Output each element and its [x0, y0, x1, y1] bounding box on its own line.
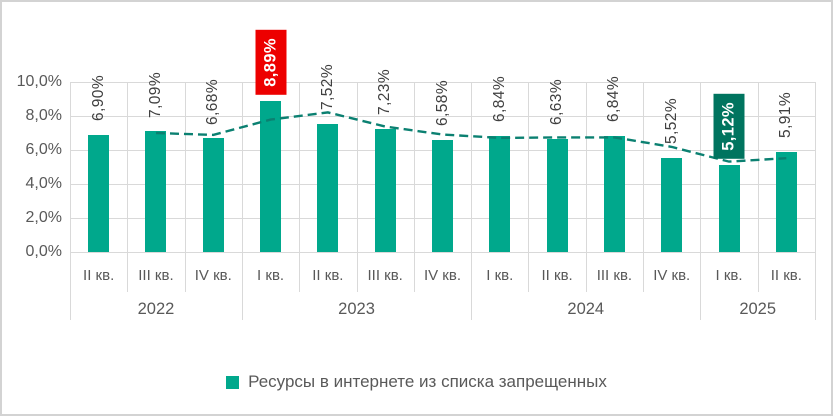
axis-tick — [413, 252, 415, 292]
axis-tick — [815, 252, 816, 320]
x-axis-quarter-label: III кв. — [138, 267, 174, 284]
x-axis-quarter-label: I кв. — [257, 267, 285, 284]
v-gridline — [585, 82, 587, 252]
bar — [145, 131, 167, 252]
x-axis-quarter-label: IV кв. — [653, 267, 691, 284]
bar — [603, 135, 625, 252]
axis-tick — [585, 252, 587, 292]
axis-tick — [299, 252, 301, 292]
y-axis-label: 4,0% — [25, 175, 62, 192]
bar-value-label: 5,52% — [662, 98, 680, 145]
x-axis-quarter-label: IV кв. — [194, 267, 232, 284]
v-gridline — [70, 82, 71, 252]
bar — [260, 100, 282, 252]
y-axis-label: 8,0% — [25, 107, 62, 124]
axis-tick — [757, 252, 759, 292]
x-axis-year-label: 2022 — [137, 300, 175, 318]
bar — [374, 129, 396, 252]
v-gridline — [356, 82, 358, 252]
h-gridline — [70, 82, 815, 83]
x-axis-year-label: 2023 — [338, 300, 375, 318]
axis-tick — [127, 252, 129, 292]
axis-tick — [700, 252, 702, 320]
v-gridline — [127, 82, 129, 252]
v-gridline — [299, 82, 301, 252]
x-axis-year-label: 2024 — [567, 300, 605, 318]
bar-value-label: 8,89% — [255, 30, 287, 95]
x-axis-quarter-label: III кв. — [367, 267, 403, 284]
x-axis-year-label: 2025 — [739, 300, 777, 318]
legend: Ресурсы в интернете из списка запрещенны… — [2, 372, 831, 392]
axis-tick — [356, 252, 358, 292]
v-gridline — [471, 82, 473, 252]
bar-value-label: 6,90% — [89, 74, 107, 121]
bar-value-label: 6,68% — [204, 78, 222, 125]
axis-tick — [643, 252, 645, 292]
v-gridline — [815, 82, 816, 252]
y-axis-label: 6,0% — [25, 141, 62, 158]
axis-tick — [184, 252, 186, 292]
bar — [317, 124, 339, 252]
v-gridline — [700, 82, 702, 252]
x-axis-quarter-label: III кв. — [596, 267, 633, 284]
bar — [775, 151, 797, 252]
bar-value-label: 7,23% — [376, 69, 394, 116]
h-gridline — [70, 252, 815, 253]
bar-value-label: 6,84% — [490, 75, 508, 122]
x-axis-quarter-label: I кв. — [486, 267, 514, 284]
y-axis-label: 2,0% — [25, 209, 62, 226]
y-axis-label: 0,0% — [25, 243, 62, 260]
x-axis-quarter-label: II кв. — [83, 267, 115, 284]
bar-value-label: 5,91% — [777, 91, 795, 138]
bar — [546, 139, 568, 252]
v-gridline — [241, 82, 243, 252]
axis-tick — [471, 252, 473, 320]
bar — [88, 134, 110, 252]
v-gridline — [184, 82, 186, 252]
bar — [718, 164, 740, 252]
bar-value-label: 5,12% — [713, 94, 745, 159]
axis-tick — [70, 252, 71, 320]
v-gridline — [643, 82, 645, 252]
x-axis-quarter-label: IV кв. — [423, 267, 462, 284]
v-gridline — [528, 82, 530, 252]
axis-tick — [528, 252, 530, 292]
x-axis-quarter-label: II кв. — [770, 267, 802, 284]
legend-label: Ресурсы в интернете из списка запрещенны… — [248, 372, 607, 391]
bar-value-label: 7,09% — [146, 71, 164, 118]
bar — [489, 135, 511, 252]
bar-value-label: 6,84% — [605, 75, 623, 122]
bar — [202, 138, 224, 252]
x-axis-quarter-label: I кв. — [715, 267, 743, 284]
legend-swatch — [226, 375, 240, 389]
axis-tick — [241, 252, 243, 320]
x-axis-quarter-label: II кв. — [312, 267, 344, 284]
bar — [432, 140, 453, 252]
bar-value-label: 6,58% — [433, 80, 451, 127]
bar-value-label: 7,52% — [318, 64, 336, 111]
v-gridline — [413, 82, 415, 252]
v-gridline — [757, 82, 759, 252]
y-axis-label: 10,0% — [16, 73, 62, 90]
bar — [661, 158, 683, 252]
bar-value-label: 6,63% — [548, 79, 566, 126]
x-axis-quarter-label: II кв. — [541, 267, 573, 284]
